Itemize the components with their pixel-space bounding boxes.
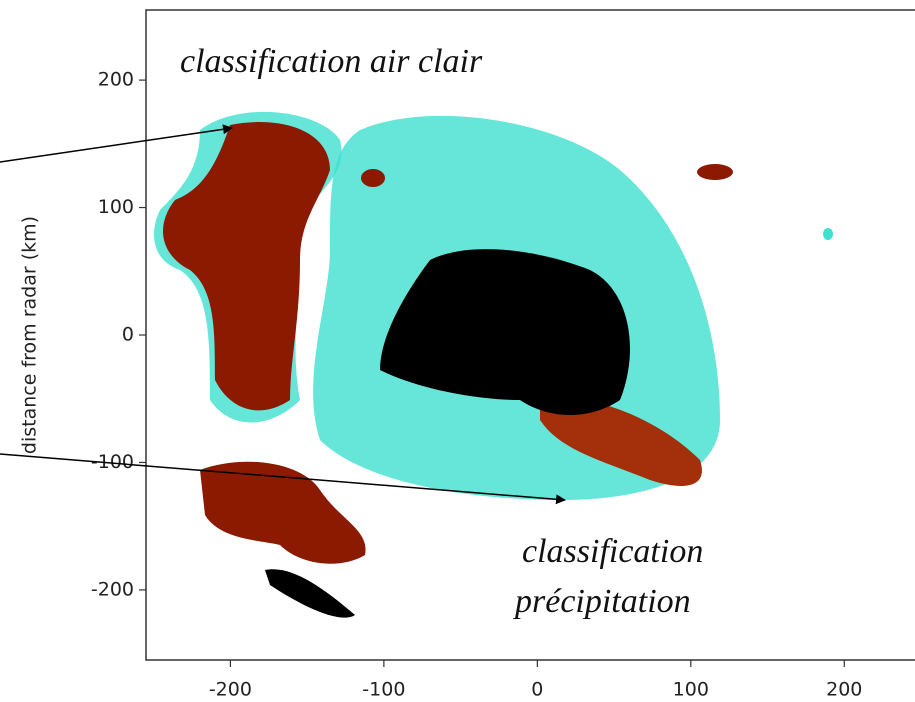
x-tick-label: -100 (362, 679, 405, 701)
y-axis-label: distance from radar (km) (19, 216, 41, 454)
y-tick-label: 100 (98, 196, 134, 218)
y-tick-label: 200 (98, 69, 134, 91)
x-tick-label: 200 (826, 679, 862, 701)
annotation: classification (522, 533, 703, 570)
y-tick-label: 0 (122, 324, 134, 346)
x-tick-label: 0 (531, 679, 543, 701)
arrow (0, 124, 233, 163)
y-tick-label: -100 (91, 451, 134, 473)
annotation: précipitation (513, 583, 691, 620)
annotation: classification air clair (180, 43, 483, 80)
radar-image (154, 111, 833, 618)
x-tick-label: -200 (209, 679, 252, 701)
y-tick-label: -200 (91, 578, 134, 600)
arrow (0, 453, 566, 505)
x-tick-label: 100 (673, 679, 709, 701)
